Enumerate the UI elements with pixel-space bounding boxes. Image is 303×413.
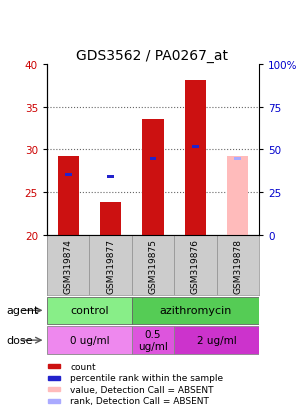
Bar xyxy=(58,157,79,236)
Text: 0.5
ug/ml: 0.5 ug/ml xyxy=(138,330,168,351)
Text: 2 ug/ml: 2 ug/ml xyxy=(197,335,237,345)
Bar xyxy=(185,81,206,236)
Text: 0 ug/ml: 0 ug/ml xyxy=(70,335,109,345)
Text: GSM319875: GSM319875 xyxy=(148,238,158,293)
Text: agent: agent xyxy=(6,306,38,316)
Text: percentile rank within the sample: percentile rank within the sample xyxy=(70,373,223,382)
Bar xyxy=(47,297,132,324)
Bar xyxy=(48,376,60,380)
Text: GSM319876: GSM319876 xyxy=(191,238,200,293)
Bar xyxy=(192,146,199,149)
Bar xyxy=(100,202,121,236)
Bar xyxy=(174,327,259,354)
Text: control: control xyxy=(70,306,109,316)
Bar xyxy=(48,387,60,392)
Bar xyxy=(227,157,248,236)
Bar xyxy=(142,120,164,236)
Bar xyxy=(235,157,241,160)
Text: azithromycin: azithromycin xyxy=(159,306,231,316)
Text: GSM319878: GSM319878 xyxy=(233,238,242,293)
Bar xyxy=(48,399,60,403)
Bar xyxy=(132,327,174,354)
Text: GDS3562 / PA0267_at: GDS3562 / PA0267_at xyxy=(75,48,228,62)
Text: rank, Detection Call = ABSENT: rank, Detection Call = ABSENT xyxy=(70,396,209,405)
Text: count: count xyxy=(70,362,96,371)
Bar xyxy=(150,157,156,160)
Bar xyxy=(107,176,114,179)
Text: GSM319877: GSM319877 xyxy=(106,238,115,293)
Bar xyxy=(47,327,132,354)
Text: value, Detection Call = ABSENT: value, Detection Call = ABSENT xyxy=(70,385,214,394)
Bar xyxy=(132,297,259,324)
Bar xyxy=(48,365,60,369)
Text: dose: dose xyxy=(6,335,32,345)
Bar xyxy=(65,173,72,176)
Text: GSM319874: GSM319874 xyxy=(64,238,73,293)
